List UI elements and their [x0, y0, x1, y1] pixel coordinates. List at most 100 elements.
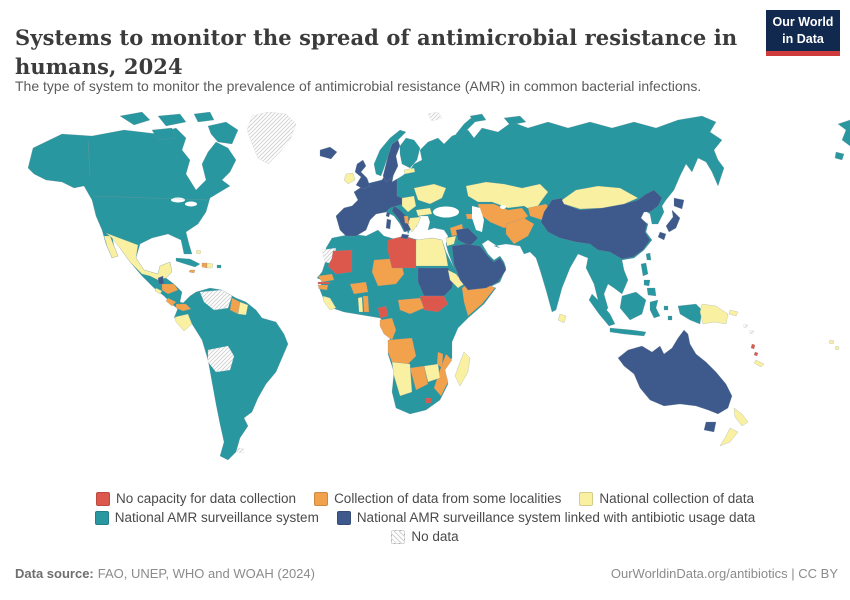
owid-logo: Our World in Data	[766, 10, 840, 56]
region-dominican-republic[interactable]	[206, 262, 214, 269]
region-lesotho[interactable]	[425, 397, 432, 404]
region-sri-lanka[interactable]	[557, 313, 567, 324]
region-egypt[interactable]	[415, 237, 449, 267]
great-lakes-east	[185, 201, 197, 207]
region-latvia[interactable]	[403, 167, 416, 175]
region-namibia[interactable]	[391, 361, 413, 397]
region-afghanistan[interactable]	[505, 217, 535, 245]
region-north-america[interactable]	[27, 127, 237, 313]
region-azerbaijan[interactable]	[465, 213, 474, 220]
region-venezuela[interactable]	[199, 289, 233, 311]
region-sudan[interactable]	[417, 267, 455, 297]
region-jamaica[interactable]	[188, 269, 196, 274]
region-canadian-arctic[interactable]	[119, 112, 239, 145]
region-israel-jordan[interactable]	[445, 235, 457, 247]
region-el-salvador[interactable]	[154, 287, 163, 295]
region-papua-new-guinea[interactable]	[699, 303, 739, 325]
region-philippines[interactable]	[640, 262, 657, 297]
region-mexico[interactable]	[103, 232, 173, 281]
region-gambia[interactable]	[317, 281, 331, 285]
legend-label: No data	[411, 529, 459, 544]
us-canada-border	[92, 195, 209, 201]
region-honduras[interactable]	[161, 283, 179, 295]
region-angola[interactable]	[387, 337, 417, 365]
region-arabian-peninsula[interactable]	[451, 243, 507, 291]
region-south-america[interactable]	[173, 287, 289, 461]
region-russian-arctic[interactable]	[469, 113, 527, 126]
legend-swatch-no-data	[391, 529, 406, 544]
region-senegal[interactable]	[317, 273, 335, 283]
region-zimbabwe[interactable]	[423, 363, 441, 383]
region-fiji[interactable]	[828, 339, 840, 351]
legend-item-some-localities[interactable]: Collection of data from some localities	[314, 491, 561, 506]
region-china[interactable]	[540, 189, 663, 260]
region-ukraine[interactable]	[413, 183, 447, 205]
region-puerto-rico[interactable]	[216, 264, 222, 269]
region-svalbard[interactable]	[427, 112, 443, 122]
region-finland[interactable]	[399, 137, 421, 169]
region-central-african-republic[interactable]	[397, 297, 425, 315]
region-novaya-zemlya[interactable]	[455, 117, 476, 140]
page-title: Systems to monitor the spread of antimic…	[15, 25, 738, 80]
region-botswana[interactable]	[409, 365, 429, 391]
region-libya[interactable]	[387, 235, 417, 269]
region-greenland[interactable]	[246, 112, 297, 165]
region-solomon-islands[interactable]	[742, 323, 755, 335]
region-albania[interactable]	[403, 215, 410, 225]
region-bolivia[interactable]	[207, 345, 235, 373]
legend-item-no-capacity[interactable]: No capacity for data collection	[95, 491, 297, 506]
region-sierra-leone-liberia[interactable]	[322, 295, 337, 311]
region-burkina-faso[interactable]	[349, 281, 369, 295]
region-suriname[interactable]	[237, 301, 249, 316]
legend-item-national-amr[interactable]: National AMR surveillance system	[94, 510, 319, 525]
region-norway[interactable]	[373, 129, 407, 177]
region-indonesia[interactable]	[588, 291, 703, 337]
region-iraq[interactable]	[455, 227, 479, 247]
legend-item-national-collection[interactable]: National collection of data	[579, 491, 754, 506]
region-western-europe[interactable]	[335, 169, 405, 237]
country-borders	[87, 139, 209, 201]
region-panama[interactable]	[175, 303, 192, 312]
legend-label: Collection of data from some localities	[334, 491, 562, 506]
region-vanuatu[interactable]	[750, 343, 759, 357]
region-taiwan[interactable]	[645, 252, 652, 261]
region-cameroon[interactable]	[377, 305, 389, 319]
region-united-kingdom[interactable]	[354, 159, 371, 190]
region-madagascar[interactable]	[454, 351, 471, 387]
region-new-caledonia[interactable]	[753, 359, 765, 368]
region-sweden[interactable]	[382, 139, 401, 183]
owid-license-link[interactable]: OurWorldinData.org/antibiotics | CC BY	[610, 566, 838, 581]
legend-swatch-national-amr-linked	[336, 510, 351, 525]
legend-item-no-data[interactable]: No data	[391, 529, 459, 544]
region-australia[interactable]	[617, 329, 733, 433]
legend-swatch-national-amr	[94, 510, 109, 525]
region-guinea-bissau[interactable]	[317, 284, 329, 291]
region-haiti[interactable]	[201, 262, 208, 269]
region-japan[interactable]	[657, 197, 685, 241]
region-ireland[interactable]	[343, 172, 356, 185]
legend-swatch-no-capacity	[95, 491, 110, 506]
region-bulgaria[interactable]	[415, 207, 433, 217]
region-togo[interactable]	[357, 296, 364, 313]
region-ecuador[interactable]	[174, 313, 193, 332]
owid-logo-line1: Our World	[772, 15, 834, 30]
region-mauritania[interactable]	[327, 249, 353, 275]
region-hungary-serbia[interactable]	[401, 195, 417, 213]
black-sea	[433, 206, 459, 218]
region-mongolia[interactable]	[561, 185, 639, 210]
region-costa-rica[interactable]	[165, 297, 177, 307]
legend-item-national-amr-linked[interactable]: National AMR surveillance system linked …	[336, 510, 755, 525]
legend-swatch-some-localities	[314, 491, 329, 506]
region-falkland-islands[interactable]	[236, 447, 245, 454]
region-eritrea-djibouti[interactable]	[447, 269, 465, 289]
page-subtitle: The type of system to monitor the preval…	[15, 78, 702, 94]
legend-row-2: National AMR surveillance system Nationa…	[94, 510, 755, 525]
region-cuba[interactable]	[175, 257, 201, 268]
region-bahamas[interactable]	[195, 249, 202, 255]
region-iceland[interactable]	[319, 146, 338, 160]
region-benin[interactable]	[362, 295, 370, 313]
region-new-zealand[interactable]	[719, 407, 749, 447]
region-russia-east-wrap[interactable]	[834, 119, 850, 161]
legend-label: No capacity for data collection	[115, 491, 297, 506]
